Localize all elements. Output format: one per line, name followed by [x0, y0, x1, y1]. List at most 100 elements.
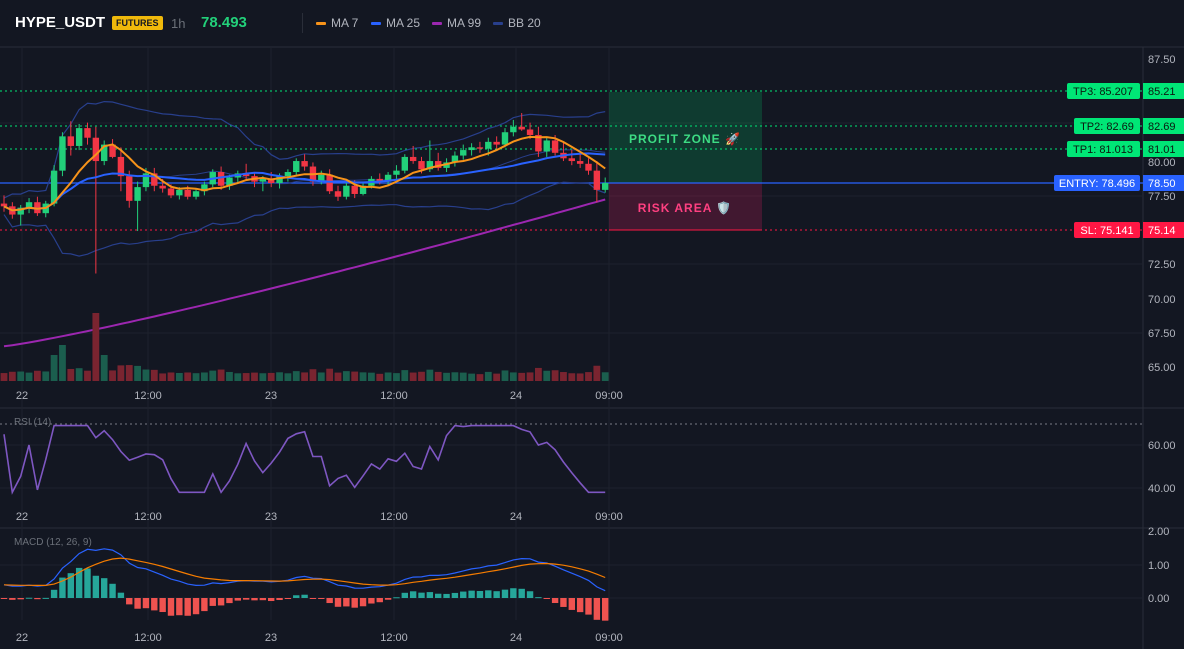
volume-bar [150, 369, 158, 381]
rsi-axis-label: 40.00 [1148, 483, 1176, 495]
macd-hist-bar [167, 598, 175, 616]
macd-hist-bar [451, 592, 459, 598]
candle-body [493, 141, 500, 145]
volume-bar [543, 370, 551, 381]
price-axis-label: 67.50 [1148, 328, 1176, 340]
volume-bar [167, 372, 175, 381]
candle-body [217, 172, 225, 186]
candle-body [92, 137, 100, 162]
tp1-axis-text: 81.01 [1148, 144, 1176, 156]
price-axis-label: 80.00 [1148, 157, 1176, 169]
macd-hist-bar [518, 588, 525, 598]
candle-body [351, 185, 358, 194]
legend-ma25[interactable]: MA 25 [371, 16, 420, 30]
time-label: 23 [265, 632, 277, 644]
macd-hist-bar [59, 577, 66, 598]
macd-hist-bar [543, 598, 550, 599]
macd-hist-bar [393, 597, 400, 599]
candle-body [268, 178, 275, 183]
legend-bb20[interactable]: BB 20 [493, 16, 541, 30]
legend-ma7-label: MA 7 [331, 16, 359, 30]
legend-ma7[interactable]: MA 7 [316, 16, 358, 30]
volume-bar [134, 365, 141, 381]
macd-hist-bar [109, 583, 116, 598]
volume-bar [217, 369, 225, 381]
legend-ma99[interactable]: MA 99 [432, 16, 481, 30]
volume-bar [526, 372, 534, 381]
macd-hist-bar [9, 598, 16, 600]
price-axis[interactable]: 87.50 80.00 77.50 72.50 70.00 67.50 65.0… [1148, 54, 1176, 374]
macd-hist-bar [92, 575, 100, 598]
time-label: 24 [510, 632, 522, 644]
macd-hist-bar [176, 598, 183, 616]
tp2-tag-text: TP2: 82.69 [1080, 121, 1134, 133]
candle-body [476, 147, 484, 149]
volume-bar [317, 372, 325, 381]
rsi-label: RSI (14) [14, 417, 51, 428]
risk-area-label: RISK AREA 🛡️ [638, 201, 732, 215]
macd-hist-bar [443, 593, 450, 598]
time-label: 22 [16, 390, 28, 402]
candle-body [451, 155, 459, 163]
ma7-path [3, 135, 606, 212]
volume-bar [368, 372, 375, 381]
macd-histogram [0, 548, 609, 621]
macd-hist-bar [376, 598, 383, 603]
volume-bar [384, 372, 392, 381]
volume-bar [393, 373, 400, 381]
volume-bar [242, 373, 250, 381]
tp1-tag [1067, 141, 1140, 157]
macd-hist-bar [426, 592, 434, 598]
ma7-swatch-icon [316, 21, 326, 25]
macd-hist-bar [351, 598, 358, 608]
bb-lower-band [3, 181, 606, 257]
macd-hist-bar [301, 594, 308, 598]
volume-bar [75, 368, 83, 381]
candle-body [50, 170, 58, 204]
entry-axis-tag [1143, 175, 1184, 191]
time-axis-rsi: 22 12:00 23 12:00 24 09:00 [16, 511, 623, 523]
tp2-tag [1074, 118, 1140, 134]
volume-bar [259, 373, 267, 381]
macd-hist-bar [117, 592, 125, 598]
volume-bar [560, 372, 567, 381]
macd-hist-bar [334, 598, 342, 607]
macd-hist-bar [226, 598, 233, 604]
time-label: 24 [510, 511, 522, 523]
candle-body [84, 128, 91, 138]
volume-bar [42, 371, 50, 381]
macd-hist-bar [368, 598, 375, 604]
profit-zone-label: PROFIT ZONE 🚀 [629, 132, 741, 146]
macd-axis-label: 2.00 [1148, 526, 1169, 538]
candle-body [0, 203, 8, 207]
candle-body [401, 156, 408, 171]
volume-bar [593, 365, 601, 381]
macd-hist-bar [242, 598, 250, 600]
candle-body [34, 202, 41, 214]
time-label: 09:00 [595, 390, 623, 402]
macd-hist-bar [326, 598, 333, 604]
volume-bar [601, 372, 609, 381]
macd-hist-bar [67, 573, 74, 598]
symbol-name[interactable]: HYPE_USDT [15, 14, 106, 31]
candle-body [426, 161, 434, 170]
candle-body [535, 134, 542, 152]
volume-bar [234, 373, 242, 381]
macd-hist-bar [25, 597, 33, 599]
candle-body [485, 141, 492, 149]
volume-bar [568, 373, 576, 381]
volume-bar [17, 371, 25, 381]
macd-hist-bar [159, 598, 166, 613]
candle-body [167, 188, 175, 196]
tp2-axis-text: 82.69 [1148, 121, 1176, 133]
ma99-line [3, 198, 606, 348]
macd-hist-bar [576, 598, 584, 613]
time-label: 24 [510, 390, 522, 402]
macd-hist-bar [151, 598, 158, 611]
macd-hist-bar [510, 588, 517, 598]
legend-ma99-label: MA 99 [447, 16, 482, 30]
candle-body [460, 150, 467, 156]
tp2-axis-tag [1143, 118, 1184, 134]
timeframe-selector[interactable]: 1h [171, 16, 186, 31]
